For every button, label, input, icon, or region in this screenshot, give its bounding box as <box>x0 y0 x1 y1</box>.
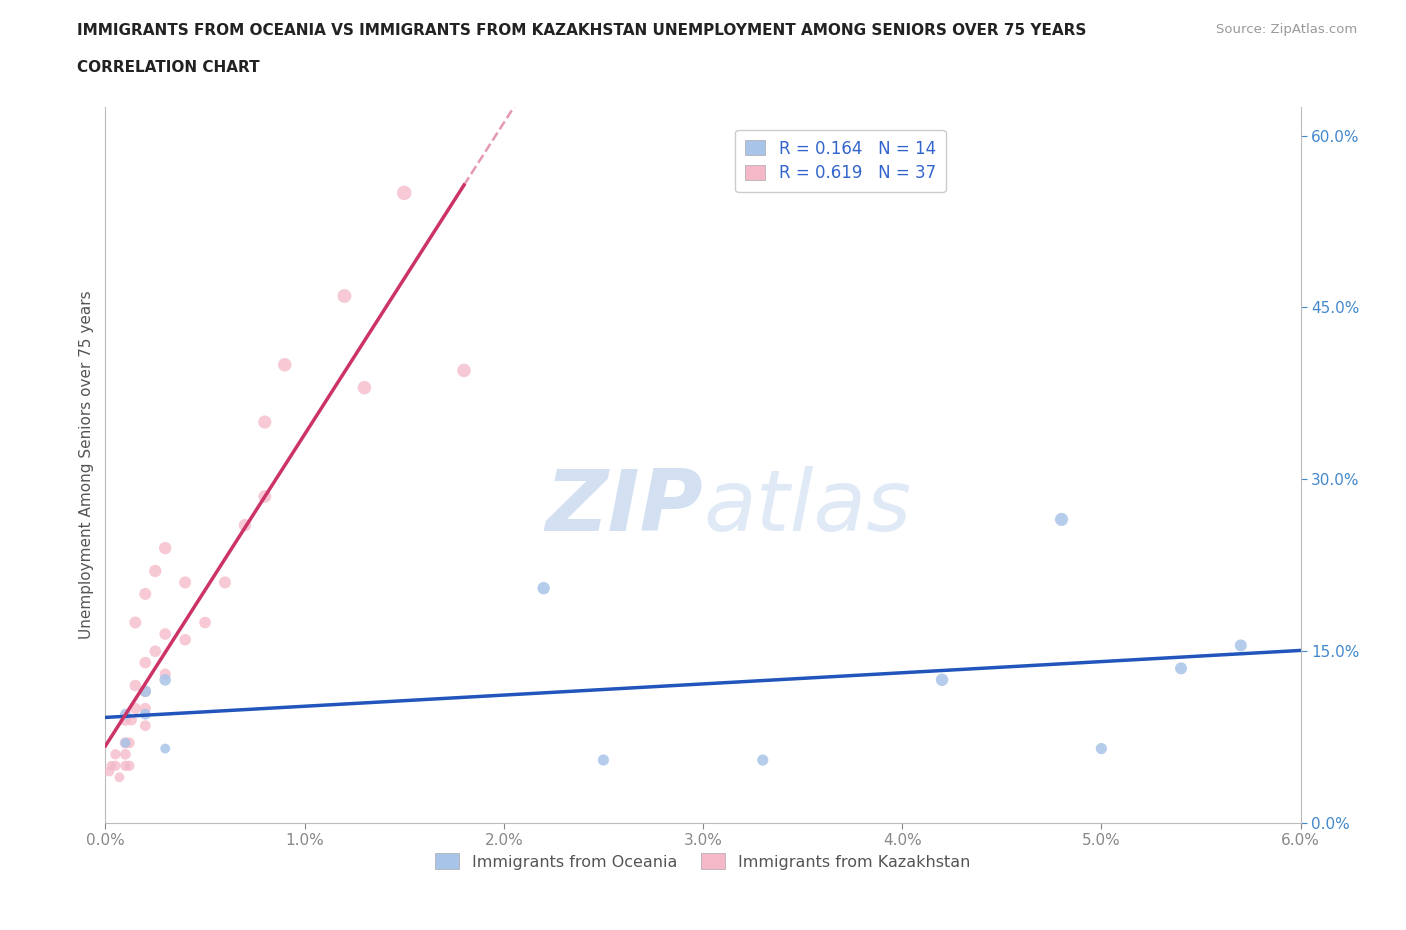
Point <box>120 712 142 727</box>
Point <box>134 701 156 716</box>
Point <box>134 656 156 671</box>
Point <box>751 752 773 767</box>
Text: IMMIGRANTS FROM OCEANIA VS IMMIGRANTS FROM KAZAKHSTAN UNEMPLOYMENT AMONG SENIORS: IMMIGRANTS FROM OCEANIA VS IMMIGRANTS FR… <box>77 23 1087 38</box>
Point <box>353 380 375 395</box>
Point <box>114 712 136 727</box>
Point <box>1170 661 1192 676</box>
Point <box>104 747 127 762</box>
Point <box>253 489 276 504</box>
Point <box>233 518 256 533</box>
Legend: Immigrants from Oceania, Immigrants from Kazakhstan: Immigrants from Oceania, Immigrants from… <box>429 847 977 876</box>
Point <box>134 684 156 698</box>
Point <box>214 575 236 590</box>
Point <box>392 185 416 200</box>
Point <box>108 770 131 785</box>
Point <box>194 615 217 630</box>
Point <box>124 701 146 716</box>
Point <box>100 758 122 773</box>
Point <box>253 415 276 430</box>
Point <box>453 363 475 378</box>
Point <box>143 564 166 578</box>
Text: ZIP: ZIP <box>546 467 703 550</box>
Point <box>273 357 295 372</box>
Point <box>118 736 141 751</box>
Point <box>134 684 156 698</box>
Point <box>174 632 197 647</box>
Point <box>533 580 555 595</box>
Point <box>592 752 614 767</box>
Point <box>114 707 136 722</box>
Point <box>114 736 136 751</box>
Point <box>174 575 197 590</box>
Point <box>153 627 177 642</box>
Point <box>114 736 136 751</box>
Point <box>134 707 156 722</box>
Point <box>134 587 156 602</box>
Y-axis label: Unemployment Among Seniors over 75 years: Unemployment Among Seniors over 75 years <box>79 291 94 639</box>
Point <box>153 741 177 756</box>
Point <box>104 758 127 773</box>
Point <box>98 764 121 779</box>
Point <box>333 288 356 303</box>
Point <box>153 540 177 555</box>
Point <box>118 758 141 773</box>
Point <box>114 747 136 762</box>
Text: atlas: atlas <box>703 467 911 550</box>
Point <box>124 615 146 630</box>
Point <box>143 644 166 658</box>
Text: Source: ZipAtlas.com: Source: ZipAtlas.com <box>1216 23 1357 36</box>
Point <box>153 667 177 682</box>
Point <box>931 672 953 687</box>
Point <box>153 672 177 687</box>
Point <box>114 758 136 773</box>
Point <box>134 718 156 733</box>
Point <box>1050 512 1073 527</box>
Point <box>1090 741 1112 756</box>
Text: CORRELATION CHART: CORRELATION CHART <box>77 60 260 75</box>
Point <box>124 678 146 693</box>
Point <box>1229 638 1253 653</box>
